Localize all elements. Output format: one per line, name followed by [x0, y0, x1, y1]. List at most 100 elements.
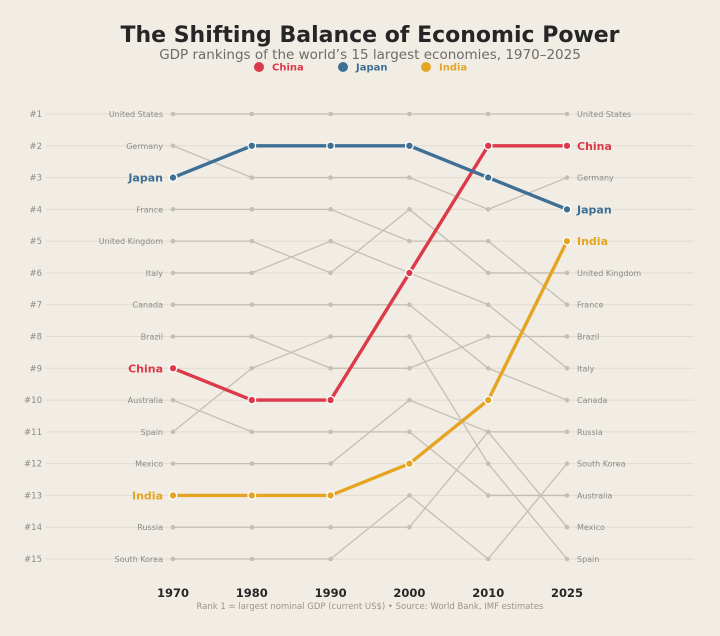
y-tick-label: #8 [29, 333, 42, 343]
data-point [407, 175, 412, 180]
series-label-end: United Kingdom [577, 269, 641, 278]
data-point [170, 524, 176, 530]
data-point [485, 270, 491, 276]
data-point [168, 490, 178, 500]
data-point [407, 207, 412, 212]
series-label-start: South Korea [115, 555, 164, 564]
data-point [407, 111, 412, 117]
data-point [564, 556, 570, 562]
data-point [328, 175, 333, 180]
series-label-end: Australia [577, 491, 612, 500]
data-point [485, 302, 491, 308]
data-point [168, 173, 178, 183]
data-point [247, 490, 257, 500]
series-label-end: India [577, 235, 608, 248]
series-label-start: China [128, 362, 163, 375]
data-point [485, 207, 491, 212]
series-label-end: Italy [577, 364, 595, 373]
data-point [562, 141, 572, 151]
data-point [326, 490, 336, 500]
series-line-india [171, 239, 569, 498]
data-point [407, 238, 412, 244]
data-point [564, 461, 570, 466]
series-label-end: Russia [577, 428, 603, 437]
data-point [328, 207, 333, 212]
data-point [564, 429, 570, 435]
data-point [170, 143, 176, 149]
y-tick-label: #2 [29, 142, 42, 152]
series-label-end: Canada [577, 396, 608, 405]
data-point [328, 556, 333, 562]
y-tick-label: #5 [29, 237, 42, 247]
y-tick-label: #9 [29, 364, 42, 374]
series-label-start: Germany [126, 142, 163, 151]
data-point [407, 302, 412, 308]
y-tick-label: #14 [24, 523, 42, 533]
series-line-france [173, 208, 568, 306]
data-point [328, 111, 333, 117]
legend-marker-india [421, 62, 431, 72]
series-label-end: China [577, 140, 612, 153]
series-label-start: Russia [137, 523, 163, 532]
series-label-end: Germany [577, 174, 614, 183]
legend-marker-japan [338, 62, 348, 72]
y-tick-label: #4 [29, 205, 42, 215]
series-label-start: Brazil [141, 333, 163, 342]
data-point [483, 173, 493, 183]
x-tick-label: 2010 [472, 586, 504, 600]
data-point [407, 429, 412, 435]
data-point [249, 238, 255, 244]
data-point [483, 141, 493, 151]
y-tick-label: #3 [29, 174, 42, 184]
data-point [564, 334, 570, 339]
x-tick-label: 2025 [551, 586, 583, 600]
chart-title: The Shifting Balance of Economic Power [120, 23, 619, 48]
x-tick-label: 1990 [315, 586, 347, 600]
series-line-south-korea [173, 463, 568, 560]
data-point [249, 556, 255, 562]
data-point [407, 334, 412, 339]
data-point [407, 397, 412, 403]
footnote: Rank 1 = largest nominal GDP (current US… [196, 602, 544, 612]
y-tick-label: #7 [29, 301, 42, 311]
series-label-start: Mexico [135, 460, 163, 469]
data-point [404, 268, 414, 278]
data-point [249, 207, 255, 212]
series-line-japan [171, 144, 569, 212]
data-point [170, 111, 176, 117]
data-point [485, 111, 491, 117]
legend-label-india: India [439, 63, 467, 74]
x-tick-label: 1970 [157, 586, 189, 600]
y-tick-label: #6 [29, 269, 42, 279]
y-tick-label: #1 [29, 110, 42, 120]
series-label-end: Brazil [577, 333, 599, 342]
data-point [407, 524, 412, 530]
data-point [404, 459, 414, 469]
data-point [328, 302, 333, 308]
series-label-end: France [577, 301, 604, 310]
series-label-start: Spain [141, 428, 163, 437]
data-point [564, 270, 570, 276]
data-point [328, 429, 333, 435]
data-point [485, 556, 491, 562]
y-tick-label: #15 [24, 555, 42, 565]
data-point [562, 236, 572, 246]
series-label-start: United States [109, 110, 163, 119]
data-point [564, 302, 570, 308]
data-point [328, 238, 333, 244]
data-point [485, 334, 491, 339]
series-label-end: Spain [577, 555, 599, 564]
y-tick-label: #10 [24, 396, 42, 406]
data-point [249, 270, 255, 276]
data-point [564, 524, 570, 530]
series-line-spain [172, 335, 568, 560]
legend-marker-china [254, 62, 264, 72]
data-point [485, 493, 491, 498]
series-label-start: India [132, 489, 163, 502]
series-line-china [171, 144, 569, 402]
series-line-canada [173, 304, 568, 401]
series-label-start: France [136, 205, 163, 214]
data-point [328, 334, 333, 339]
data-point [407, 365, 412, 371]
data-point [564, 397, 570, 403]
